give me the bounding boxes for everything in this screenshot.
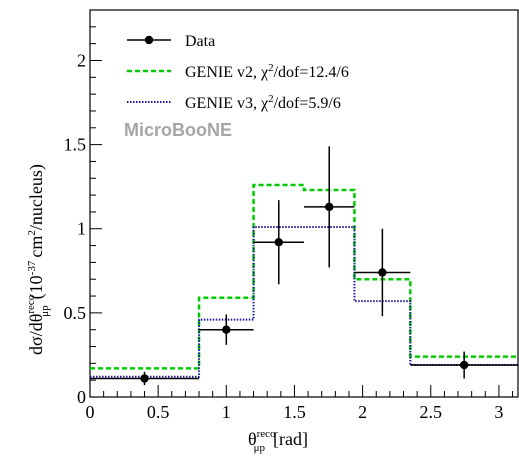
x-tick-label: 2.5: [420, 402, 443, 422]
y-axis-label: dσ/dθreco μp(10-37cm2/nucleus): [25, 164, 51, 355]
legend-genie-v2-label: GENIE v2, χ2/dof=12.4/6: [185, 62, 349, 81]
data-point: [274, 238, 283, 247]
data-point: [459, 360, 469, 370]
x-tick-label: 1.5: [283, 402, 306, 422]
y-axis-ticks: 0 0.5 1 1.5 2: [64, 26, 102, 407]
data-point: [325, 202, 334, 212]
data-point: [222, 325, 231, 334]
genie-v2-step-line: [90, 183, 518, 370]
legend-genie-v3-label: GENIE v3, χ2/dof=5.9/6: [185, 93, 341, 112]
y-tick-label: 1.5: [64, 135, 87, 155]
x-tick-label: 1: [222, 402, 231, 422]
legend-data-marker: [144, 35, 154, 45]
y-tick-label: 0: [77, 387, 86, 407]
x-tick-label: 0: [86, 402, 95, 422]
x-axis-ticks: 0 0.5 1 1.5 2 2.5 3: [86, 385, 514, 422]
x-tick-label: 3: [494, 402, 503, 422]
series-layer: [90, 183, 518, 378]
plot-frame: [89, 9, 519, 398]
data-point: [140, 374, 149, 383]
y-tick-label: 2: [77, 50, 86, 70]
data-point: [378, 268, 387, 277]
x-tick-label: 0.5: [147, 402, 170, 422]
y-tick-label: 1: [77, 219, 86, 239]
y-tick-label: 0.5: [64, 303, 87, 323]
x-axis-label: θreco μp [rad]: [248, 428, 308, 454]
legend-data-label: Data: [185, 33, 215, 50]
microboone-watermark: MicroBooNE: [124, 120, 232, 140]
legend: Data GENIE v2, χ2/dof=12.4/6 GENIE v3, χ…: [127, 33, 349, 112]
data-layer: [90, 146, 518, 386]
genie-v3-step-line: [90, 226, 518, 378]
x-tick-label: 2: [358, 402, 367, 422]
